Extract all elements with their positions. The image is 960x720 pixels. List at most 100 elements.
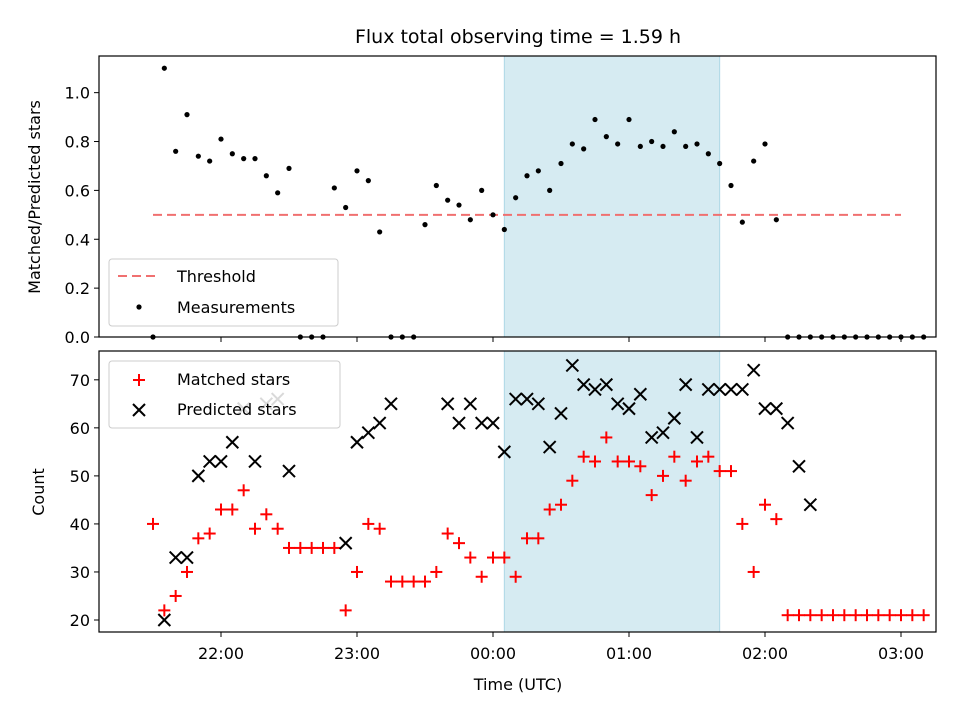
measurement-point [592, 116, 598, 123]
matched-star-point [702, 450, 715, 463]
measurement-point [683, 143, 689, 150]
top-shaded-region [503, 55, 721, 338]
predicted-star-point [157, 613, 172, 627]
legend-predicted-swatch [132, 403, 146, 417]
top-y-tick-label: 0.4 [65, 230, 90, 249]
matched-star-point [305, 541, 318, 554]
matched-star-point [271, 522, 284, 535]
matched-star-point [283, 541, 295, 554]
predicted-star-point [610, 397, 625, 411]
matched-star-point [611, 455, 624, 468]
predicted-star-point [225, 435, 240, 449]
measurement-point [195, 153, 201, 159]
top-y-axis-label: Matched/Predicted stars [25, 100, 44, 294]
measurement-point [751, 158, 757, 164]
bottom-axes-frame [98, 350, 937, 633]
predicted-star-point [282, 464, 296, 478]
predicted-star-point [644, 430, 659, 445]
measurement-point [456, 202, 462, 208]
predicted-star-point [758, 401, 772, 416]
matched-star-point [645, 489, 658, 502]
bottom-y-tick-label: 50 [70, 467, 90, 486]
predicted-star-point [724, 382, 738, 397]
measurement-point [739, 219, 745, 225]
matched-star-point [713, 465, 726, 478]
bottom-legend: Matched stars Predicted stars [108, 360, 341, 429]
matched-star-point [351, 565, 363, 578]
measurement-point [615, 141, 621, 147]
matched-star-point [215, 503, 227, 516]
matched-star-point [169, 589, 182, 602]
x-axis-label: Time (UTC) [473, 675, 562, 694]
top-legend-box [108, 258, 339, 327]
matched-star-point [441, 527, 454, 540]
matched-star-point [691, 455, 703, 468]
predicted-star-point [463, 397, 478, 411]
matched-star-point [328, 541, 341, 554]
matched-star-point [430, 565, 443, 578]
measurement-point [535, 168, 541, 174]
measurement-point [581, 146, 587, 152]
measurement-point [671, 129, 677, 135]
measurement-point [184, 112, 190, 118]
predicted-star-point [656, 425, 670, 440]
legend-matched-label: Matched stars [177, 370, 290, 389]
x-tick-label: 22:00 [198, 644, 244, 663]
measurement-point [547, 187, 553, 193]
measurement-point [728, 182, 734, 189]
matched-star-point [736, 517, 749, 530]
matched-star-point [577, 450, 590, 463]
matched-star-point [521, 532, 533, 545]
matched-star-point [475, 570, 488, 583]
legend-measurements-swatch [136, 304, 142, 310]
matched-star-point [747, 565, 760, 578]
measurement-point [173, 148, 179, 154]
measurement-point [660, 143, 666, 150]
predicted-star-point [792, 459, 806, 473]
predicted-star-point [384, 397, 398, 411]
matched-star-point [793, 609, 805, 622]
predicted-star-point [508, 392, 523, 406]
measurement-point [773, 217, 779, 223]
bottom-y-tick-label: 40 [70, 515, 90, 534]
predicted-star-point [780, 416, 795, 430]
predicted-star-point [474, 416, 489, 430]
predicted-star-point [350, 435, 364, 449]
predicted-star-point [372, 416, 387, 430]
measurement-point [433, 182, 439, 189]
legend-predicted-label: Predicted stars [177, 400, 297, 419]
predicted-star-point [542, 440, 557, 454]
matched-star-point [249, 522, 261, 535]
predicted-star-point [633, 387, 648, 401]
matched-star-point [668, 450, 681, 463]
legend-matched-swatch [133, 374, 145, 386]
matched-star-point [815, 609, 828, 622]
matched-star-point [657, 469, 669, 482]
matched-star-point [623, 455, 635, 468]
predicted-star-point [746, 363, 761, 377]
measurement-point [490, 212, 496, 218]
top-axes-frame [98, 55, 937, 338]
predicted-star-point [769, 401, 784, 416]
matched-star-point [192, 532, 205, 545]
measurement-point [275, 190, 281, 196]
matched-star-point [838, 609, 851, 622]
x-tick-label: 02:00 [742, 644, 788, 663]
predicted-star-point [701, 382, 716, 397]
bottom-y-axis-label: Count [29, 468, 48, 516]
measurement-point [229, 151, 235, 157]
predicted-star-point [599, 377, 614, 392]
matched-star-point [781, 609, 794, 622]
chart-title: Flux total observing time = 1.59 h [355, 26, 681, 48]
predicted-star-point [667, 411, 682, 425]
matched-star-point [770, 513, 783, 526]
matched-star-point [543, 503, 556, 516]
matched-star-point [396, 575, 409, 588]
measurement-point [354, 168, 360, 174]
x-tick-label: 00:00 [470, 644, 516, 663]
top-y-tick-label: 0.2 [65, 279, 90, 298]
predicted-star-point [452, 416, 466, 430]
bottom-legend-box [108, 360, 341, 429]
matched-star-point [181, 565, 193, 578]
